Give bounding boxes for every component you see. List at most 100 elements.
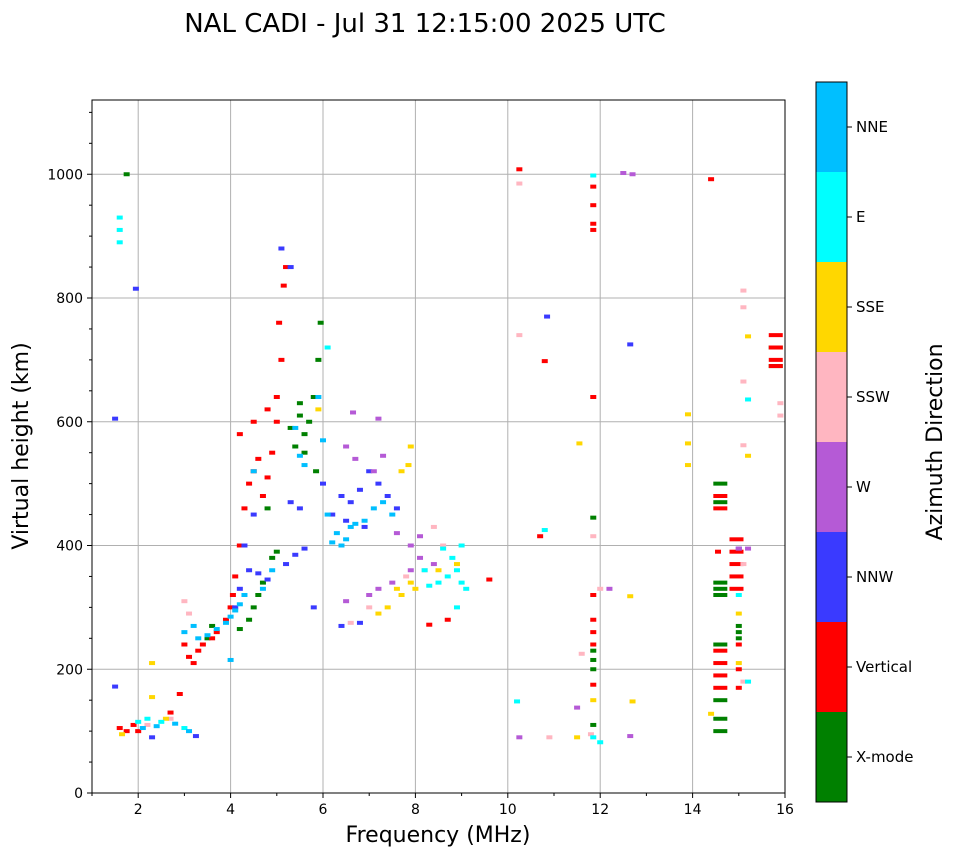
data-point-nnw bbox=[264, 577, 271, 582]
data-point-w bbox=[627, 734, 634, 739]
data-point-x-mode bbox=[287, 425, 294, 430]
data-point-vertical bbox=[426, 622, 433, 627]
data-point-nnw bbox=[232, 605, 239, 610]
data-point-nnw bbox=[343, 518, 350, 523]
data-point-nnw bbox=[338, 494, 345, 498]
data-point-vertical bbox=[280, 283, 287, 288]
colorbar-tick-label: W bbox=[856, 478, 871, 496]
data-point-w bbox=[389, 580, 396, 585]
data-point-nne bbox=[190, 623, 197, 628]
colorbar: X-mode Vertical NNW W SSW SSE E NNE bbox=[815, 81, 913, 803]
data-point-e bbox=[735, 593, 742, 597]
data-point-nne bbox=[370, 506, 377, 511]
y-tick-label: 0 bbox=[74, 786, 83, 802]
data-point-sse bbox=[398, 469, 405, 474]
data-point-sse bbox=[574, 735, 581, 740]
data-point-e bbox=[453, 605, 460, 610]
data-point-e bbox=[597, 740, 604, 745]
data-point-e bbox=[426, 583, 433, 588]
data-point-vertical bbox=[273, 419, 280, 424]
data-point-vertical bbox=[708, 177, 715, 182]
data-point-x-mode bbox=[713, 481, 728, 486]
colorbar-tick-label: NNE bbox=[856, 118, 888, 136]
data-point-nne bbox=[343, 537, 350, 542]
data-point-x-mode bbox=[255, 593, 262, 597]
data-point-ssw bbox=[740, 443, 747, 448]
colorbar-label: Azimuth Direction bbox=[923, 343, 948, 540]
data-point-w bbox=[375, 416, 382, 421]
data-point-vertical bbox=[516, 167, 523, 172]
data-point-w bbox=[606, 586, 613, 591]
data-point-vertical bbox=[167, 710, 174, 715]
data-point-vertical bbox=[590, 630, 597, 635]
data-point-ssw bbox=[167, 716, 174, 721]
data-point-ssw bbox=[440, 543, 447, 548]
data-point-x-mode bbox=[209, 623, 216, 628]
data-point-ssw bbox=[347, 620, 354, 625]
data-point-vertical bbox=[276, 320, 283, 325]
data-point-ssw bbox=[777, 401, 784, 406]
data-point-nnw bbox=[310, 605, 317, 610]
data-point-w bbox=[629, 172, 636, 177]
data-point-x-mode bbox=[735, 636, 742, 641]
data-point-vertical bbox=[590, 642, 597, 647]
data-point-x-mode bbox=[264, 506, 271, 511]
data-point-nnw bbox=[287, 500, 294, 505]
data-point-nnw bbox=[375, 481, 382, 486]
data-point-sse bbox=[735, 661, 742, 666]
data-point-e bbox=[421, 568, 428, 573]
data-point-sse bbox=[119, 732, 126, 737]
data-point-vertical bbox=[713, 673, 728, 678]
data-point-x-mode bbox=[301, 450, 308, 455]
data-point-nnw bbox=[132, 286, 139, 291]
data-point-nnw bbox=[356, 487, 363, 492]
data-point-vertical bbox=[444, 617, 451, 622]
axis-ticks: 2 4 6 8 10 12 14 16 0 200 400 600 800 1000 bbox=[47, 111, 794, 818]
data-point-vertical bbox=[186, 654, 193, 659]
x-tick-label: 16 bbox=[776, 802, 794, 818]
data-point-x-mode bbox=[301, 432, 308, 437]
data-point-nne bbox=[292, 425, 299, 430]
data-point-vertical bbox=[232, 574, 239, 579]
data-point-x-mode bbox=[590, 722, 597, 727]
data-point-w bbox=[574, 705, 581, 710]
colorbar-segment bbox=[816, 82, 847, 172]
data-point-e bbox=[458, 543, 465, 548]
data-point-x-mode bbox=[259, 580, 266, 585]
data-point-vertical bbox=[735, 667, 742, 672]
data-point-x-mode bbox=[590, 667, 597, 672]
data-point-x-mode bbox=[590, 515, 597, 520]
data-point-x-mode bbox=[735, 623, 742, 628]
data-point-ssw bbox=[587, 732, 594, 737]
data-point-nne bbox=[296, 453, 303, 458]
data-point-nnw bbox=[283, 562, 290, 567]
data-point-nne bbox=[338, 543, 345, 548]
data-point-e bbox=[745, 679, 752, 684]
data-point-nne bbox=[227, 614, 234, 619]
x-tick-label: 12 bbox=[591, 802, 609, 818]
data-point-nnw bbox=[246, 568, 253, 573]
data-point-vertical bbox=[735, 685, 742, 690]
data-point-nnw bbox=[361, 524, 368, 529]
data-point-nnw bbox=[278, 246, 285, 251]
data-point-vertical bbox=[269, 450, 276, 455]
data-point-sse bbox=[684, 463, 691, 468]
y-tick-label: 600 bbox=[56, 415, 83, 431]
data-point-e bbox=[116, 227, 123, 232]
data-point-vertical bbox=[236, 543, 243, 548]
x-tick-label: 6 bbox=[319, 802, 328, 818]
data-point-x-mode bbox=[123, 172, 130, 177]
data-point-vertical bbox=[227, 605, 234, 610]
data-point-e bbox=[514, 699, 521, 704]
data-point-vertical bbox=[486, 577, 493, 582]
data-point-vertical bbox=[590, 221, 597, 226]
data-point-w bbox=[380, 453, 387, 458]
data-point-sse bbox=[375, 611, 382, 616]
data-point-nnw bbox=[255, 571, 262, 576]
data-point-sse bbox=[412, 586, 419, 591]
data-point-sse bbox=[453, 562, 460, 567]
data-point-vertical bbox=[255, 456, 262, 461]
data-point-vertical bbox=[130, 722, 137, 727]
data-point-x-mode bbox=[306, 419, 313, 424]
data-point-nnw bbox=[384, 494, 391, 498]
